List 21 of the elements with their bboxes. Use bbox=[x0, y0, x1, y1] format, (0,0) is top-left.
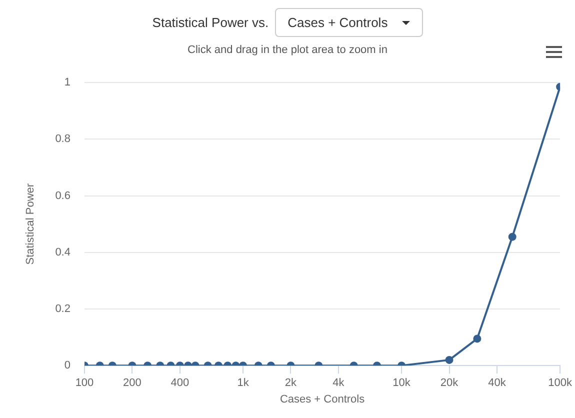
y-tick-label: 0.8 bbox=[55, 133, 70, 146]
chart-title: Statistical Power vs. bbox=[152, 15, 269, 30]
y-tick-label: 0.6 bbox=[55, 190, 70, 202]
x-tick-label: 100 bbox=[75, 377, 94, 390]
x-axis-title: Cases + Controls bbox=[280, 393, 366, 406]
x-tick-label: 4k bbox=[332, 377, 345, 390]
x-tick-label: 2k bbox=[284, 377, 298, 390]
dropdown: Cases + Controls bbox=[274, 8, 423, 37]
x-tick-label: 1k bbox=[237, 377, 250, 390]
x-tick-label: 10k bbox=[392, 377, 411, 390]
x-tick-label: 40k bbox=[488, 377, 506, 390]
y-tick-label: 1 bbox=[64, 76, 70, 89]
chart-subtitle: Click and drag in the plot area to zoom in bbox=[186, 44, 388, 56]
y-tick-label: 0.2 bbox=[55, 303, 70, 316]
x-tick-label: 200 bbox=[123, 377, 142, 390]
y-tick-label: 0 bbox=[64, 360, 70, 372]
x-tick-label: 400 bbox=[170, 377, 190, 390]
x-tick-label: 100k bbox=[548, 377, 572, 390]
x-tick-label: 20k bbox=[440, 377, 459, 390]
y-tick-label: 0.4 bbox=[55, 246, 70, 258]
y-axis-title: Statistical Power bbox=[24, 183, 37, 265]
